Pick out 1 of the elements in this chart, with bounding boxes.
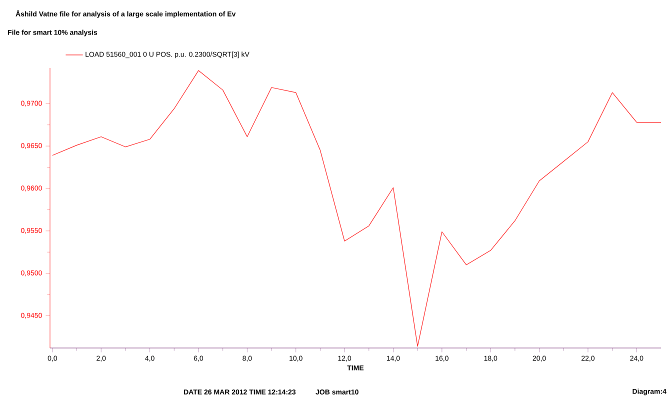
line-series [52, 70, 662, 347]
